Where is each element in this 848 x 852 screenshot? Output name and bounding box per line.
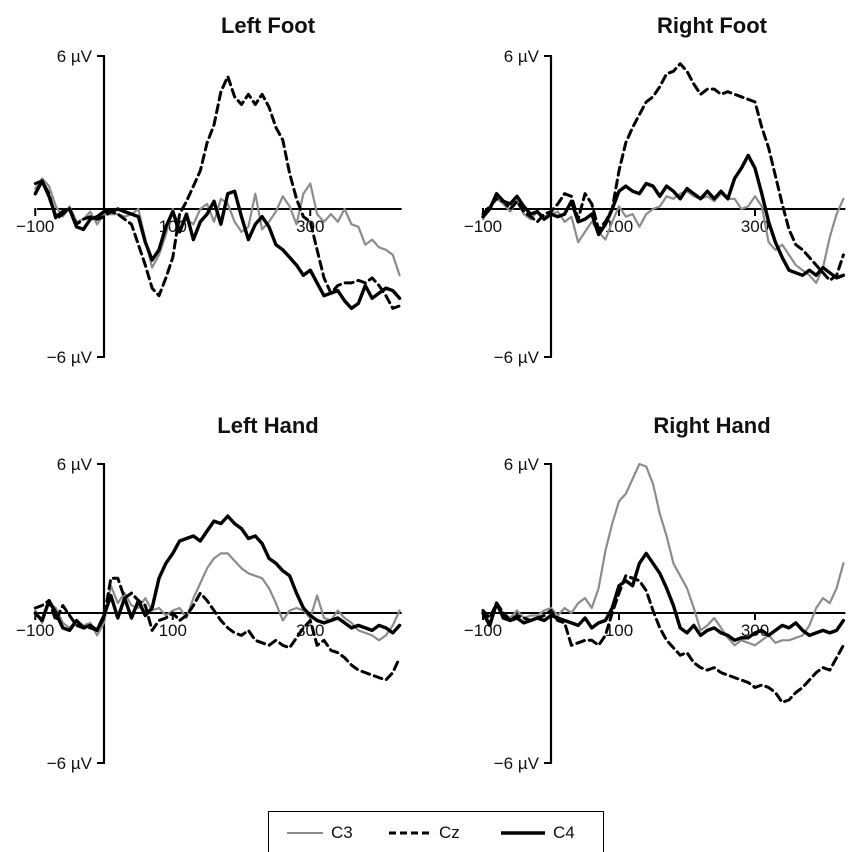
legend-label-c4: C4 — [553, 823, 575, 842]
x-tick-label: −100 — [16, 217, 54, 236]
x-tick-label: 300 — [741, 621, 769, 640]
legend-label-cz: Cz — [439, 823, 460, 842]
x-tick-label: 100 — [605, 621, 633, 640]
series-line-cz — [481, 62, 845, 282]
y-label-top: 6 µV — [57, 455, 93, 474]
x-tick-label: −100 — [464, 621, 502, 640]
panel-title: Left Foot — [221, 13, 316, 38]
x-tick-label: 300 — [741, 217, 769, 236]
y-label-top: 6 µV — [504, 47, 540, 66]
series-line-cz — [481, 574, 845, 704]
panel-left-hand: Left Hand 6 µV −6 µV −100 100 300 — [16, 413, 402, 773]
y-label-top: 6 µV — [57, 47, 93, 66]
legend-label-c3: C3 — [331, 823, 353, 842]
legend-swatch-c3 — [287, 832, 323, 834]
panel-title: Left Hand — [217, 413, 318, 438]
y-label-bottom: −6 µV — [494, 348, 540, 367]
x-tick-label: −100 — [464, 217, 502, 236]
panel-title: Right Foot — [657, 13, 768, 38]
panel-title: Right Hand — [653, 413, 770, 438]
legend-swatch-c4 — [501, 831, 545, 835]
y-label-bottom: −6 µV — [47, 754, 93, 773]
legend: C3 Cz C4 — [268, 811, 604, 852]
y-label-bottom: −6 µV — [47, 348, 93, 367]
y-label-bottom: −6 µV — [494, 754, 540, 773]
series-line-c3 — [34, 552, 401, 642]
series-line-c3 — [34, 177, 401, 277]
x-tick-label: 300 — [296, 621, 324, 640]
series-line-cz — [33, 74, 402, 310]
x-tick-label: −100 — [16, 621, 54, 640]
x-tick-label: 100 — [159, 621, 187, 640]
y-label-top: 6 µV — [504, 455, 540, 474]
series-line-c3 — [481, 462, 845, 647]
series-line-c4 — [481, 551, 846, 642]
series-line-c4 — [33, 179, 402, 311]
series-line-c4 — [481, 153, 846, 280]
series-line-cz — [33, 576, 402, 682]
legend-swatch-cz — [389, 831, 433, 835]
panel-right-hand: Right Hand 6 µV −6 µV −100 100 300 — [464, 413, 846, 773]
series-line-c4 — [33, 514, 402, 635]
